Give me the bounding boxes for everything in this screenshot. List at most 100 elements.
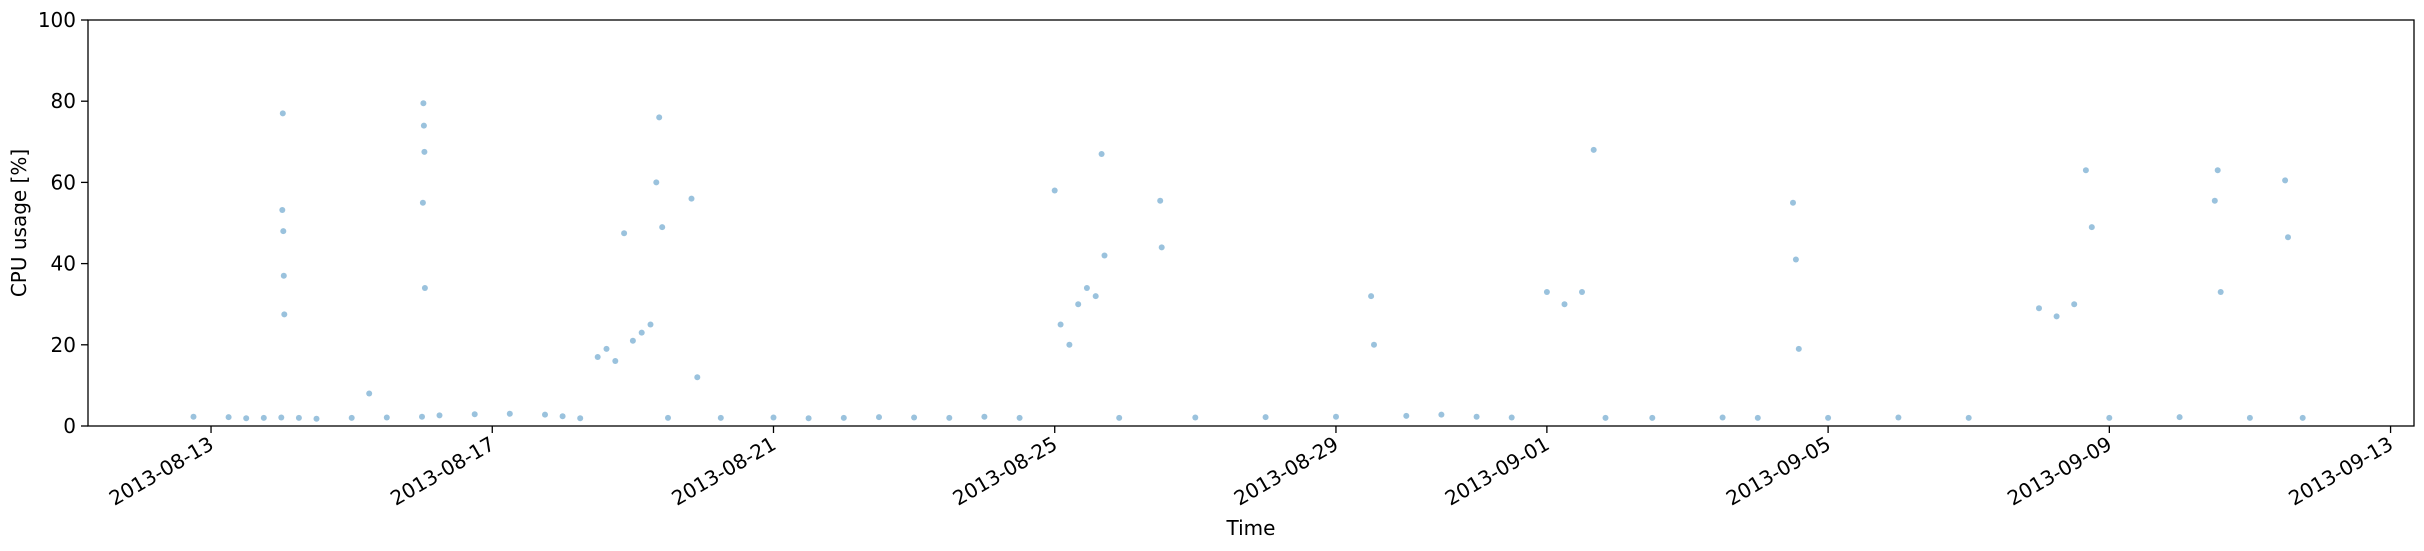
data-point (1066, 341, 1073, 348)
data-point (420, 100, 427, 107)
data-point (1543, 289, 1550, 295)
data-point (946, 414, 953, 421)
data-point (1790, 199, 1796, 206)
data-point (1157, 197, 1164, 204)
data-point (225, 414, 232, 421)
data-point (2071, 301, 2078, 308)
data-point (688, 195, 695, 202)
y-tick-label: 100 (38, 8, 76, 32)
y-axis-label: CPU usage [%] (7, 149, 31, 297)
data-point (2214, 167, 2221, 174)
data-point (659, 224, 666, 231)
data-point (2053, 313, 2060, 320)
data-point (280, 228, 287, 235)
data-point (366, 390, 373, 397)
data-point (2088, 224, 2095, 231)
data-point (559, 413, 566, 420)
data-point (1371, 341, 1377, 348)
x-axis-label: Time (1226, 516, 1276, 540)
data-point (2282, 177, 2289, 184)
data-point (1754, 414, 1761, 421)
data-point (1719, 414, 1726, 421)
data-point (278, 414, 285, 421)
data-point (421, 285, 428, 291)
data-point (1602, 414, 1609, 421)
data-point (717, 414, 724, 421)
data-point (419, 199, 426, 206)
data-point (1075, 301, 1082, 308)
y-tick-label: 0 (63, 414, 76, 438)
data-point (1333, 413, 1339, 420)
y-tick-label: 40 (51, 252, 76, 276)
y-tick-label: 80 (51, 89, 76, 113)
data-point (770, 414, 777, 421)
data-point (1895, 414, 1902, 421)
data-point (279, 110, 286, 117)
data-point (2036, 305, 2042, 312)
data-point (2176, 414, 2183, 421)
data-point (279, 207, 286, 213)
data-point (1561, 301, 1568, 308)
plot-frame (87, 19, 2415, 427)
data-point (2285, 234, 2291, 241)
data-point (981, 413, 988, 420)
data-point (2106, 414, 2113, 421)
data-point (1158, 244, 1165, 251)
data-point (436, 412, 443, 419)
data-point (420, 122, 427, 129)
data-point (647, 321, 654, 328)
data-point (876, 414, 882, 421)
data-point (419, 413, 425, 420)
data-point (1795, 345, 1802, 352)
data-point (694, 374, 701, 381)
data-point (638, 329, 645, 336)
data-point (1192, 414, 1199, 421)
data-point (1649, 414, 1656, 421)
data-point (1579, 289, 1585, 295)
data-point (2299, 414, 2306, 421)
data-point (243, 415, 250, 422)
data-point (612, 358, 619, 364)
data-point (1098, 151, 1105, 157)
data-point (1825, 414, 1832, 421)
data-point (840, 414, 847, 421)
data-point (656, 114, 663, 121)
data-point (295, 414, 302, 421)
data-point (1057, 321, 1064, 328)
data-point (911, 414, 918, 421)
data-point (577, 415, 584, 422)
y-tick-label: 20 (51, 333, 76, 357)
data-point (260, 414, 267, 421)
data-point (1262, 414, 1269, 421)
data-point (2211, 197, 2218, 204)
data-point (1116, 414, 1123, 421)
data-point (1016, 414, 1023, 421)
data-point (2082, 167, 2089, 174)
data-point (471, 411, 478, 418)
data-point (2246, 414, 2253, 421)
data-point (1403, 412, 1410, 419)
data-point (1590, 146, 1597, 153)
data-point (653, 179, 660, 186)
data-point (1083, 285, 1090, 291)
data-point (190, 413, 197, 420)
data-point (1368, 293, 1375, 300)
data-point (383, 414, 390, 421)
data-point (1965, 414, 1972, 421)
data-point (1508, 414, 1515, 421)
data-point (280, 272, 287, 279)
data-points (190, 100, 2306, 422)
data-point (1051, 187, 1058, 194)
data-point (629, 337, 636, 344)
data-point (421, 148, 428, 155)
y-tick-label: 60 (51, 170, 76, 194)
data-point (506, 410, 513, 417)
data-point (621, 230, 628, 237)
data-point (665, 414, 671, 421)
data-point (594, 354, 601, 360)
data-point (542, 411, 548, 418)
data-point (1101, 252, 1108, 259)
data-point (805, 415, 812, 422)
